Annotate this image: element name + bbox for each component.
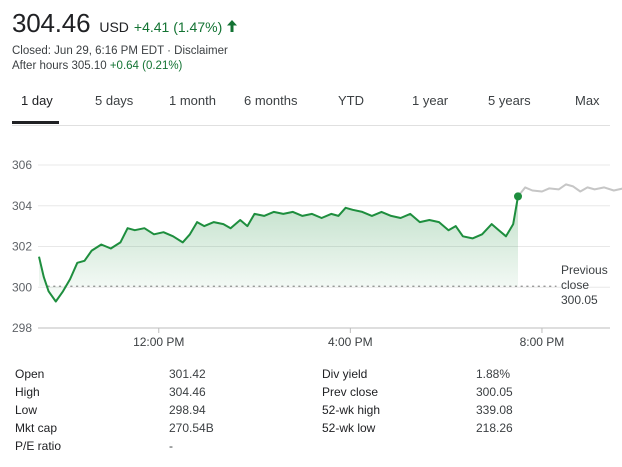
y-tick-label: 300 bbox=[12, 280, 32, 294]
tab-max[interactable]: Max bbox=[575, 93, 600, 108]
tab-1-day[interactable]: 1 day bbox=[21, 93, 53, 108]
x-tick-label: 4:00 PM bbox=[328, 335, 373, 349]
stat-label: Mkt cap bbox=[15, 421, 58, 435]
currency-label: USD bbox=[99, 19, 129, 35]
previous-close-label: Previous bbox=[561, 263, 608, 277]
after-hours-change: +0.64 (0.21%) bbox=[109, 60, 183, 72]
stat-label: Low bbox=[15, 403, 38, 417]
after-hours-info: After hours 305.10 +0.64 (0.21%) bbox=[12, 60, 182, 72]
after-hours-price: After hours 305.10 bbox=[12, 60, 107, 72]
x-tick-label: 12:00 PM bbox=[133, 335, 184, 349]
stat-value: 1.88% bbox=[476, 367, 511, 381]
y-tick-label: 306 bbox=[12, 158, 32, 172]
stat-value: 339.08 bbox=[476, 403, 513, 417]
tab-5-days[interactable]: 5 days bbox=[95, 93, 134, 108]
price-area-fill bbox=[39, 196, 518, 302]
stat-value: 298.94 bbox=[169, 403, 206, 417]
stat-row: High 304.46 Prev close 300.05 bbox=[15, 385, 615, 403]
close-price-point bbox=[514, 192, 522, 201]
stat-label: P/E ratio bbox=[15, 439, 62, 453]
y-tick-label: 302 bbox=[12, 240, 32, 254]
closed-timestamp: Closed: Jun 29, 6:16 PM EDT · Disclaimer bbox=[12, 45, 228, 57]
stat-value: 304.46 bbox=[169, 385, 206, 399]
tab-ytd[interactable]: YTD bbox=[338, 93, 364, 108]
stat-value: 270.54B bbox=[169, 421, 214, 435]
regular-session-line bbox=[38, 196, 519, 303]
stat-value: 218.26 bbox=[476, 421, 513, 435]
x-tick-label: 8:00 PM bbox=[520, 335, 565, 349]
tab-5-years[interactable]: 5 years bbox=[488, 93, 531, 108]
current-price: 304.46 bbox=[12, 8, 91, 38]
stat-value: 301.42 bbox=[169, 367, 206, 381]
stat-label: Open bbox=[15, 367, 45, 381]
tab-6-months[interactable]: 6 months bbox=[244, 93, 298, 108]
y-tick-label: 298 bbox=[12, 321, 32, 335]
stat-value: - bbox=[169, 439, 173, 453]
tab-1-year[interactable]: 1 year bbox=[412, 93, 449, 108]
price-chart: 306 304 302 300 298 12:00 PM 4:00 PM 8:00 PM Pre… bbox=[12, 158, 622, 349]
y-tick-label: 304 bbox=[12, 199, 32, 213]
previous-close-label: close bbox=[561, 278, 589, 292]
stat-row: Low 298.94 52-wk high 339.08 bbox=[15, 403, 615, 421]
stat-label: 52-wk low bbox=[322, 421, 376, 435]
quote-header: 304.46 USD +4.41 (1.47%) bbox=[12, 8, 238, 39]
stat-label: Prev close bbox=[322, 385, 379, 399]
stat-row: Mkt cap 270.54B 52-wk low 218.26 bbox=[15, 421, 615, 439]
stat-label: High bbox=[15, 385, 40, 399]
stat-label: Div yield bbox=[322, 367, 368, 381]
stat-row: Open 301.42 Div yield 1.88% bbox=[15, 367, 615, 385]
tab-1-month[interactable]: 1 month bbox=[169, 93, 216, 108]
stat-value: 300.05 bbox=[476, 385, 513, 399]
closed-text: Closed: Jun 29, 6:16 PM EDT · Disclaimer bbox=[12, 45, 228, 57]
price-change: +4.41 (1.47%) bbox=[133, 19, 223, 35]
arrow-up-icon bbox=[226, 19, 238, 33]
after-hours-line bbox=[517, 183, 622, 198]
range-tabs: 1 day 5 days 1 month 6 months YTD 1 year… bbox=[12, 83, 610, 126]
stat-row: P/E ratio - bbox=[15, 439, 615, 457]
previous-close-label: 300.05 bbox=[561, 293, 598, 307]
stat-label: 52-wk high bbox=[322, 403, 381, 417]
active-tab-indicator bbox=[12, 121, 59, 124]
